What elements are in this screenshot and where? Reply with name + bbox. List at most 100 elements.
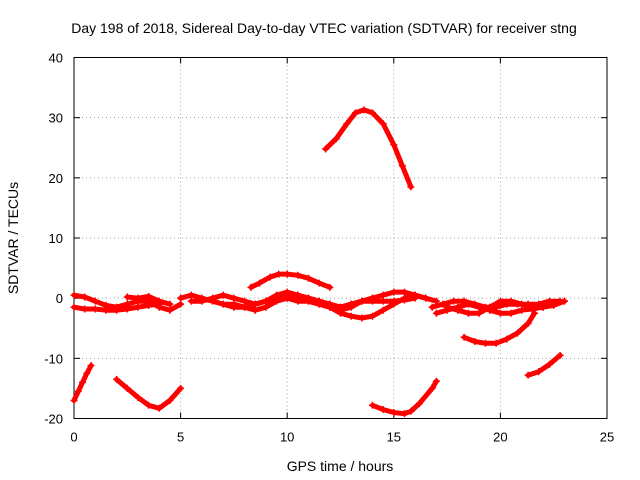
data-point — [524, 319, 532, 327]
data-point — [379, 120, 387, 128]
data-point — [102, 306, 110, 314]
data-point — [390, 408, 398, 416]
data-point — [315, 297, 323, 305]
data-point — [262, 297, 270, 305]
data-point — [400, 410, 408, 418]
data-point — [241, 297, 249, 305]
data-point — [475, 303, 483, 311]
data-point — [322, 145, 330, 153]
data-point — [422, 294, 430, 302]
data-point — [294, 291, 302, 299]
data-point — [91, 305, 99, 313]
data-point — [91, 297, 99, 305]
data-point — [518, 306, 526, 314]
data-point — [241, 303, 249, 311]
plot-frame — [73, 57, 608, 419]
data-point — [407, 407, 415, 415]
data-point — [398, 162, 406, 170]
data-point — [390, 300, 398, 308]
series-line — [525, 352, 563, 378]
data-point — [556, 351, 564, 359]
data-point — [273, 297, 281, 305]
data-point — [177, 300, 185, 308]
data-point — [294, 297, 302, 305]
data-point — [305, 294, 313, 302]
data-point — [230, 294, 238, 302]
series-arc-4 — [368, 377, 440, 418]
data-point — [251, 300, 259, 308]
data-point — [247, 283, 255, 291]
data-point — [273, 291, 281, 299]
data-point — [74, 387, 82, 395]
data-point — [294, 271, 302, 279]
data-point — [145, 301, 153, 309]
data-point — [337, 309, 344, 317]
data-point — [155, 404, 163, 412]
x-tick-label: 15 — [387, 430, 401, 445]
data-point — [358, 314, 366, 322]
data-point — [343, 120, 351, 128]
series-arc-10 — [123, 292, 174, 308]
data-point — [428, 303, 436, 311]
data-point — [198, 297, 206, 305]
data-point — [134, 303, 142, 311]
data-point — [262, 303, 270, 311]
data-point — [449, 297, 457, 305]
data-point — [81, 293, 89, 301]
data-point — [123, 293, 131, 301]
data-point — [432, 377, 440, 385]
data-point — [145, 401, 153, 409]
data-point — [123, 305, 131, 313]
data-point — [177, 294, 185, 302]
series-arc-7 — [247, 270, 334, 291]
data-point — [326, 283, 334, 291]
data-point — [70, 291, 78, 299]
x-tick-label: 0 — [70, 430, 77, 445]
data-point — [400, 288, 408, 296]
series-arc-17 — [443, 297, 568, 317]
data-point — [528, 303, 536, 311]
series-arc-1 — [70, 362, 95, 404]
data-point — [454, 306, 462, 314]
data-point — [539, 303, 547, 311]
data-point — [155, 297, 163, 305]
y-tick-label: 40 — [49, 51, 63, 66]
data-point — [428, 384, 436, 392]
y-axis-label: SDTVAR / TECUs — [5, 182, 21, 294]
data-point — [87, 362, 95, 370]
data-point — [471, 337, 479, 345]
data-point — [503, 335, 511, 343]
data-point — [134, 294, 142, 302]
data-point — [443, 303, 451, 311]
series-arc-5 — [460, 309, 539, 347]
series-arc-9 — [70, 300, 163, 314]
data-point — [513, 329, 521, 337]
data-point — [415, 399, 423, 407]
data-point — [266, 273, 274, 281]
x-tick-label: 10 — [280, 430, 294, 445]
data-point — [524, 371, 532, 379]
data-point — [219, 300, 227, 308]
series-line — [248, 271, 333, 290]
data-point — [219, 291, 227, 299]
y-tick-label: 10 — [49, 231, 63, 246]
chart-title: Day 198 of 2018, Sidereal Day-to-day VTE… — [71, 20, 577, 36]
y-tick-label: 30 — [49, 111, 63, 126]
data-point — [255, 279, 263, 287]
data-point — [379, 297, 387, 305]
data-point — [545, 360, 553, 368]
data-point — [464, 300, 472, 308]
data-point — [496, 297, 504, 305]
data-point — [400, 294, 408, 302]
data-point — [251, 306, 259, 314]
data-point — [460, 333, 468, 341]
data-point — [70, 396, 78, 404]
y-tick-label: -10 — [44, 351, 63, 366]
series-arc-6 — [524, 351, 564, 379]
data-point — [283, 294, 291, 302]
data-point — [507, 297, 515, 305]
data-point — [507, 309, 515, 317]
data-point — [332, 135, 340, 143]
data-series — [70, 106, 568, 418]
